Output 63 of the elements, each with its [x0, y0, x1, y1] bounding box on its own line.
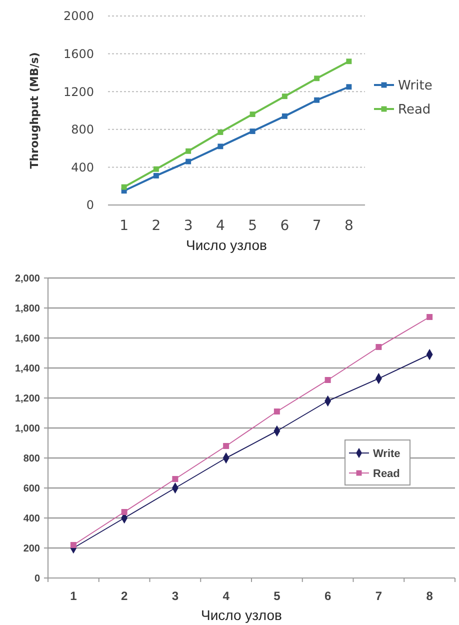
- x-tick-label: 8: [344, 218, 354, 234]
- point: [250, 112, 256, 118]
- x-tick-label: 7: [375, 589, 382, 603]
- x-axis-title: Число узлов: [186, 237, 267, 253]
- x-tick-label: 5: [248, 218, 258, 234]
- point: [218, 129, 224, 135]
- point: [324, 377, 331, 383]
- point: [153, 166, 159, 172]
- y-tick-label: 1600: [63, 47, 94, 61]
- legend-label: Write: [373, 448, 400, 460]
- x-tick-label: 4: [216, 218, 225, 234]
- point: [153, 172, 159, 178]
- x-tick-label: 2: [120, 589, 128, 603]
- y-axis-title: Throughput (MB/s): [28, 52, 41, 169]
- y-tick-label: 800: [71, 122, 94, 137]
- point: [121, 509, 128, 515]
- point: [70, 542, 76, 548]
- y-tick-label: 200: [23, 544, 40, 554]
- y-tick-label: 1,600: [14, 334, 40, 344]
- x-tick-label: 6: [280, 218, 290, 234]
- x-axis-title: Число узлов: [201, 607, 282, 623]
- point: [274, 408, 280, 414]
- legend-label: Read: [373, 468, 400, 480]
- x-tick-label: 6: [324, 589, 332, 603]
- point: [218, 144, 224, 150]
- x-tick-label: 1: [120, 218, 129, 234]
- legend-label: Write: [398, 78, 432, 94]
- y-tick-label: 0: [86, 198, 94, 212]
- y-tick-label: 0: [34, 574, 40, 584]
- point: [121, 184, 127, 190]
- point: [346, 84, 352, 90]
- point: [282, 113, 288, 119]
- point: [376, 344, 382, 350]
- y-tick-label: 400: [71, 160, 94, 174]
- x-tick-label: 2: [152, 218, 161, 234]
- x-tick-label: 3: [172, 589, 179, 603]
- y-tick-label: 2000: [63, 9, 94, 24]
- y-tick-label: 2,000: [14, 274, 40, 284]
- y-tick-label: 1200: [63, 84, 94, 99]
- x-tick-label: 4: [222, 589, 230, 603]
- y-tick-label: 1,400: [14, 364, 40, 374]
- x-tick-label: 5: [274, 589, 281, 603]
- x-tick-label: 3: [184, 218, 193, 234]
- y-tick-label: 400: [23, 514, 40, 524]
- x-tick-label: 1: [70, 589, 78, 603]
- y-tick-label: 1,200: [14, 394, 40, 404]
- y-tick-label: 600: [23, 484, 40, 494]
- point: [186, 158, 192, 164]
- y-tick-label: 1,800: [14, 304, 40, 314]
- point: [282, 94, 288, 100]
- y-tick-label: 800: [23, 454, 40, 464]
- point: [172, 476, 178, 482]
- legend-label: Read: [398, 102, 431, 118]
- point: [186, 148, 192, 154]
- point: [250, 128, 256, 134]
- x-tick-label: 7: [312, 218, 322, 234]
- point: [314, 97, 320, 103]
- point: [346, 58, 352, 64]
- x-tick-label: 8: [426, 589, 434, 603]
- y-tick-label: 1,000: [14, 424, 40, 434]
- point: [223, 443, 230, 449]
- point: [314, 76, 320, 82]
- point: [426, 314, 433, 320]
